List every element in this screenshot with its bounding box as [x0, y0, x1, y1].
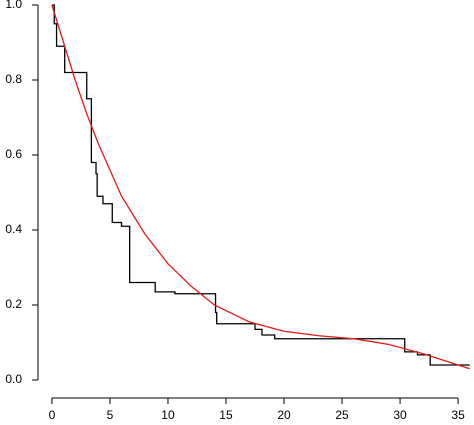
y-tick-label: 0.2 [5, 297, 22, 311]
x-tick-label: 15 [219, 408, 233, 422]
series-line [51, 4, 470, 366]
y-tick-label: 0.4 [5, 222, 22, 236]
series-line [51, 4, 470, 370]
x-tick-label: 0 [49, 408, 56, 422]
y-tick-label: 1.0 [5, 0, 22, 11]
x-tick-label: 30 [393, 408, 407, 422]
y-tick-label: 0.8 [5, 72, 22, 86]
x-tick-label: 10 [161, 408, 175, 422]
x-tick-label: 25 [335, 408, 349, 422]
y-tick-label: 0.6 [5, 147, 22, 161]
x-tick-label: 20 [277, 408, 291, 422]
y-tick-label: 0.0 [5, 372, 22, 386]
x-tick-label: 5 [107, 408, 114, 422]
x-tick-label: 35 [451, 408, 465, 422]
